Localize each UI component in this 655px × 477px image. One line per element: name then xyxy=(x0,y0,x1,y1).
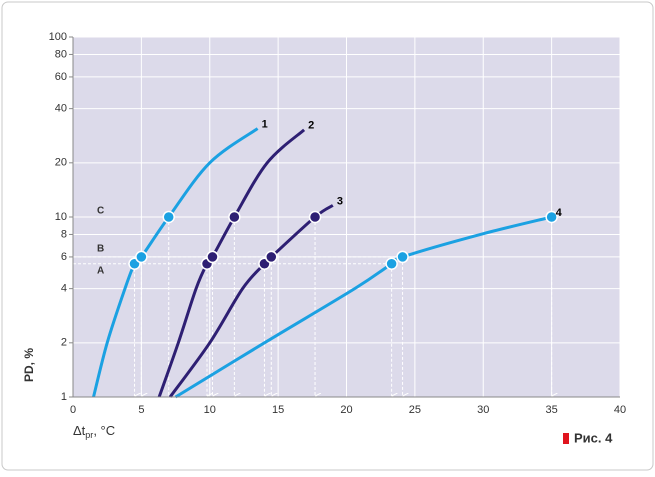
y-tick-label: 100 xyxy=(49,31,67,43)
reference-label: C xyxy=(97,206,104,217)
marker xyxy=(162,210,175,224)
x-tick-label: 5 xyxy=(138,404,144,416)
marker xyxy=(206,250,219,264)
y-tick-label: 6 xyxy=(61,251,67,263)
x-tick-label: 30 xyxy=(477,404,489,416)
x-label-sub: pr xyxy=(85,430,93,440)
reference-label: B xyxy=(97,244,104,255)
x-label-unit: , °C xyxy=(93,423,115,438)
y-axis-label: PD, % xyxy=(22,348,36,382)
x-tick-label: 20 xyxy=(340,404,352,416)
marker xyxy=(265,250,278,264)
x-tick-label: 40 xyxy=(614,404,626,416)
curve-label: 3 xyxy=(337,195,343,207)
y-tick-label: 2 xyxy=(61,337,67,349)
y-tick-label: 1 xyxy=(61,391,67,403)
x-tick-label: 10 xyxy=(204,404,216,416)
y-tick-label: 4 xyxy=(61,283,67,295)
marker xyxy=(396,250,409,264)
curve-label: 4 xyxy=(556,207,563,219)
y-tick-label: 80 xyxy=(55,48,67,60)
x-tick-label: 25 xyxy=(409,404,421,416)
figure-label: Рис. 4 xyxy=(574,430,613,445)
curve-label: 2 xyxy=(308,120,314,132)
x-axis-label: Δtpr, °C xyxy=(73,423,115,440)
marker xyxy=(308,210,322,224)
marker xyxy=(385,257,398,270)
y-tick-label: 20 xyxy=(55,157,67,169)
x-tick-label: 0 xyxy=(70,404,76,416)
reference-label: A xyxy=(97,265,104,276)
curve-label: 1 xyxy=(262,118,268,130)
marker xyxy=(545,210,558,224)
y-tick-label: 60 xyxy=(55,71,67,83)
figure-marker xyxy=(563,433,569,444)
x-label-main: Δt xyxy=(73,423,86,438)
y-tick-label: 40 xyxy=(55,103,67,115)
x-tick-label: 15 xyxy=(272,404,284,416)
y-tick-label: 10 xyxy=(55,211,67,223)
x-tick-label: 35 xyxy=(546,404,558,416)
y-tick-label: 8 xyxy=(61,228,67,240)
marker xyxy=(135,250,148,264)
marker xyxy=(228,210,241,224)
